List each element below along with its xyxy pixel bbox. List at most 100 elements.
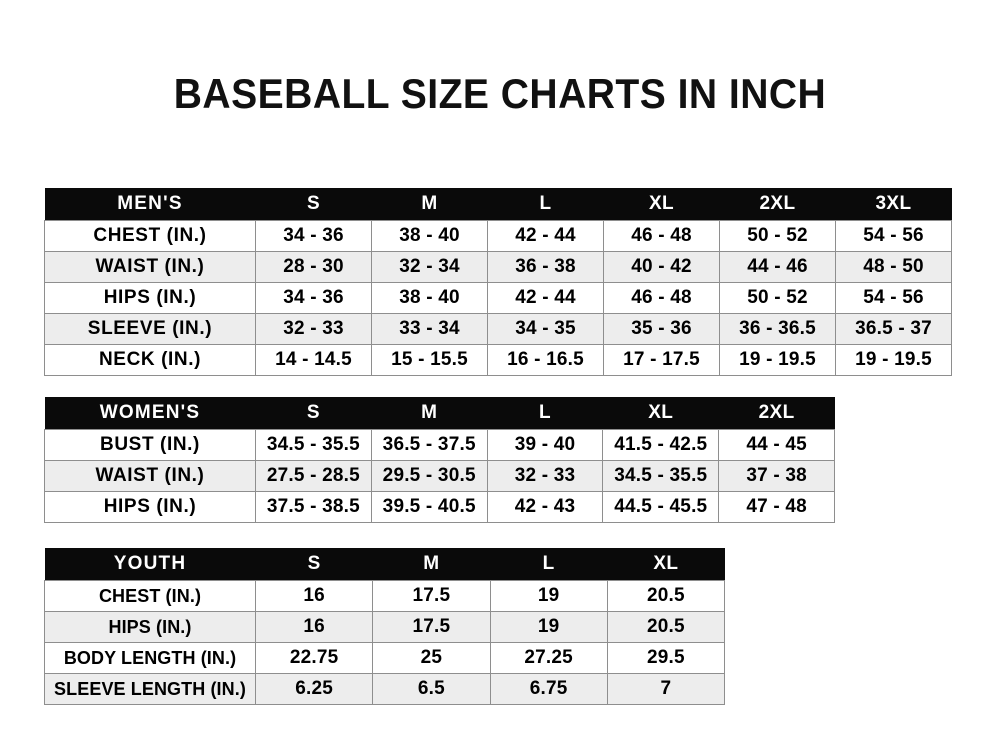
youth-header-row: YOUTH S M L XL (44, 548, 725, 581)
table-row: HIPS (IN.) 37.5 - 38.5 39.5 - 40.5 42 - 43 4… (44, 491, 835, 523)
mens-table-head: MEN'S S M L XL 2XL 3XL (44, 188, 952, 221)
measurement-cell: 16 (254, 580, 374, 612)
measurement-cell: 29.5 (606, 642, 726, 674)
table-row: WAIST (IN.) 27.5 - 28.5 29.5 - 30.5 32 - 33… (44, 460, 835, 492)
measurement-cell: 19 - 19.5 (719, 344, 836, 376)
measurement-cell: 20.5 (606, 611, 726, 643)
measurement-cell: 44 - 45 (718, 429, 835, 461)
row-label: HIPS (IN.) (44, 491, 256, 523)
page-title: BASEBALL SIZE CHARTS IN INCH (173, 70, 827, 117)
measurement-cell: 36 - 36.5 (719, 313, 836, 345)
measurement-cell: 34 - 36 (255, 220, 372, 252)
womens-column-header-2xl: 2XL (718, 397, 835, 430)
womens-column-header-xl: XL (602, 397, 719, 430)
row-label: SLEEVE (IN.) (44, 313, 256, 345)
measurement-cell: 16 (254, 611, 374, 643)
table-row: HIPS (IN.) 16 17.5 19 20.5 (44, 611, 726, 643)
measurement-cell: 42 - 44 (487, 282, 604, 314)
measurement-cell: 34 - 36 (255, 282, 372, 314)
measurement-cell: 39 - 40 (486, 429, 604, 461)
measurement-cell: 37.5 - 38.5 (255, 491, 372, 523)
measurement-cell: 34.5 - 35.5 (255, 429, 372, 461)
table-row: CHEST (IN.) 34 - 36 38 - 40 42 - 44 46 - 48 5… (44, 220, 952, 252)
table-row: HIPS (IN.) 34 - 36 38 - 40 42 - 44 46 - 48 50… (44, 282, 952, 314)
youth-column-header-s: S (255, 548, 373, 581)
womens-header-row: WOMEN'S S M L XL 2XL (44, 397, 835, 430)
womens-table-name: WOMEN'S (44, 397, 256, 430)
mens-column-header-xl: XL (603, 188, 720, 221)
measurement-cell: 25 (372, 642, 491, 674)
measurement-cell: 36.5 - 37.5 (370, 429, 488, 461)
mens-column-header-2xl: 2XL (719, 188, 836, 221)
measurement-cell: 44 - 46 (719, 251, 836, 283)
measurement-cell: 28 - 30 (255, 251, 372, 283)
table-row: SLEEVE (IN.) 32 - 33 33 - 34 34 - 35 35 - 36… (44, 313, 952, 345)
row-label: SLEEVE LENGTH (IN.) (44, 673, 256, 705)
row-label: CHEST (IN.) (44, 220, 256, 252)
measurement-cell: 35 - 36 (603, 313, 720, 345)
table-row: NECK (IN.) 14 - 14.5 15 - 15.5 16 - 16.5 17 … (44, 344, 952, 376)
youth-size-table: YOUTH S M L XL CHEST (IN.) 16 17.5 19 20.5 HIPS (… (44, 548, 726, 705)
measurement-cell: 47 - 48 (718, 491, 835, 523)
measurement-cell: 19 - 19.5 (835, 344, 952, 376)
measurement-cell: 37 - 38 (718, 460, 835, 492)
mens-size-table: MEN'S S M L XL 2XL 3XL CHEST (IN.) 34 - 36 38 - … (44, 188, 952, 376)
measurement-cell: 27.5 - 28.5 (255, 460, 372, 492)
mens-column-header-l: L (487, 188, 604, 221)
measurement-cell: 22.75 (254, 642, 374, 674)
row-label: HIPS (IN.) (44, 611, 256, 643)
measurement-cell: 38 - 40 (371, 282, 488, 314)
table-row: WAIST (IN.) 28 - 30 32 - 34 36 - 38 40 - 42 4… (44, 251, 952, 283)
measurement-cell: 40 - 42 (603, 251, 720, 283)
womens-column-header-s: S (255, 397, 372, 430)
measurement-cell: 42 - 43 (486, 491, 604, 523)
measurement-cell: 36 - 38 (487, 251, 604, 283)
measurement-cell: 54 - 56 (835, 282, 952, 314)
measurement-cell: 48 - 50 (835, 251, 952, 283)
womens-size-table: WOMEN'S S M L XL 2XL BUST (IN.) 34.5 - 35.5 36.… (44, 397, 835, 523)
row-label: HIPS (IN.) (44, 282, 256, 314)
youth-column-header-l: L (490, 548, 608, 581)
row-label: CHEST (IN.) (44, 580, 256, 612)
measurement-cell: 46 - 48 (603, 220, 720, 252)
measurement-cell: 32 - 33 (255, 313, 372, 345)
womens-column-header-m: M (371, 397, 488, 430)
measurement-cell: 41.5 - 42.5 (602, 429, 720, 461)
mens-table-name: MEN'S (44, 188, 256, 221)
youth-table-head: YOUTH S M L XL (44, 548, 725, 581)
womens-column-header-l: L (487, 397, 603, 430)
mens-column-header-m: M (371, 188, 488, 221)
measurement-cell: 6.5 (372, 673, 491, 705)
measurement-cell: 27.25 (489, 642, 608, 674)
measurement-cell: 33 - 34 (371, 313, 488, 345)
youth-table-body: CHEST (IN.) 16 17.5 19 20.5 HIPS (IN.) 16 17.5 1… (44, 580, 726, 705)
measurement-cell: 20.5 (606, 580, 726, 612)
table-row: BODY LENGTH (IN.) 22.75 25 27.25 29.5 (44, 642, 726, 674)
measurement-cell: 17.5 (372, 580, 491, 612)
mens-header-row: MEN'S S M L XL 2XL 3XL (44, 188, 952, 221)
measurement-cell: 6.25 (254, 673, 374, 705)
measurement-cell: 32 - 34 (371, 251, 488, 283)
youth-table-name: YOUTH (44, 548, 256, 581)
measurement-cell: 34 - 35 (487, 313, 604, 345)
measurement-cell: 39.5 - 40.5 (370, 491, 488, 523)
womens-table-head: WOMEN'S S M L XL 2XL (44, 397, 835, 430)
measurement-cell: 54 - 56 (835, 220, 952, 252)
table-row: BUST (IN.) 34.5 - 35.5 36.5 - 37.5 39 - 40 4… (44, 429, 835, 461)
table-row: SLEEVE LENGTH (IN.) 6.25 6.5 6.75 7 (44, 673, 726, 705)
measurement-cell: 38 - 40 (371, 220, 488, 252)
measurement-cell: 50 - 52 (719, 282, 836, 314)
measurement-cell: 46 - 48 (603, 282, 720, 314)
measurement-cell: 19 (489, 580, 608, 612)
table-row: CHEST (IN.) 16 17.5 19 20.5 (44, 580, 726, 612)
measurement-cell: 34.5 - 35.5 (602, 460, 720, 492)
measurement-cell: 36.5 - 37 (835, 313, 952, 345)
measurement-cell: 50 - 52 (719, 220, 836, 252)
measurement-cell: 19 (489, 611, 608, 643)
mens-column-header-3xl: 3XL (835, 188, 952, 221)
row-label: BODY LENGTH (IN.) (44, 642, 256, 674)
row-label: WAIST (IN.) (44, 460, 256, 492)
measurement-cell: 44.5 - 45.5 (602, 491, 720, 523)
measurement-cell: 42 - 44 (487, 220, 604, 252)
